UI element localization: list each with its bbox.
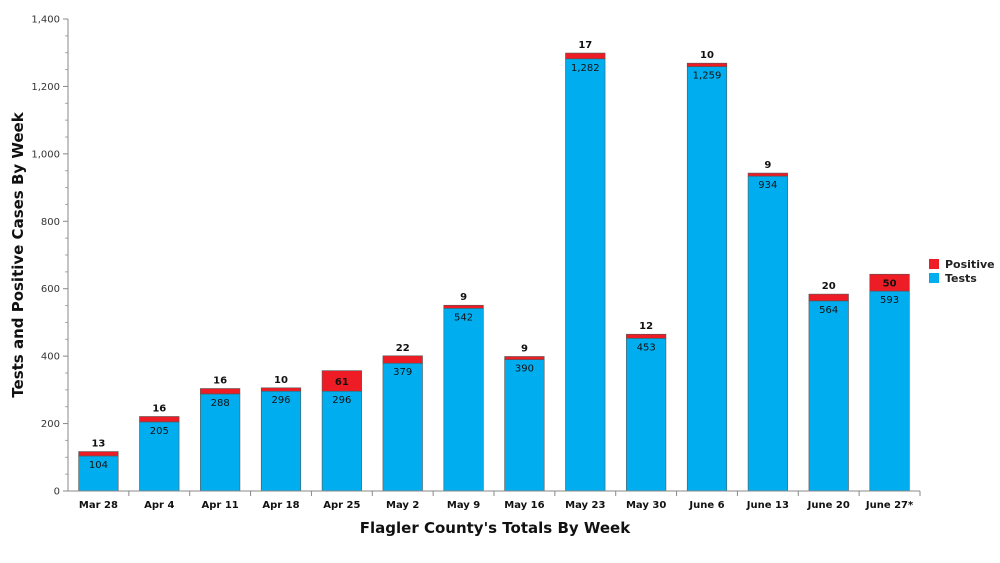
- tests-value-label: 379: [393, 367, 412, 378]
- legend-swatch: [929, 273, 939, 283]
- bar-positive: [443, 304, 484, 309]
- tests-value-label: 296: [332, 395, 351, 406]
- x-axis-title: Flagler County's Totals By Week: [360, 519, 631, 537]
- bar-tests: [139, 421, 180, 492]
- bar-positive: [321, 370, 362, 392]
- tests-value-label: 593: [880, 295, 899, 306]
- x-axis-ticks: Mar 28 Apr 4 Apr 11 Apr 18 Apr 25 May 2 May 9 M…: [79, 491, 921, 511]
- bar-positive: [382, 355, 423, 364]
- bar-positive: [747, 172, 788, 177]
- x-tick-label: May 2: [386, 500, 419, 511]
- x-tick-label: Mar 28: [79, 500, 118, 511]
- y-tick-label: 0: [54, 487, 60, 498]
- bar-tests: [808, 300, 849, 492]
- bar-positive: [78, 451, 119, 457]
- bar-tests: [504, 359, 545, 492]
- x-tick-label: May 30: [626, 500, 666, 511]
- tests-value-label: 542: [454, 312, 473, 323]
- tests-value-label: 1,282: [571, 63, 600, 74]
- tests-value-label: 288: [211, 398, 230, 409]
- bar-tests: [443, 307, 484, 492]
- x-tick-label: Apr 25: [323, 500, 360, 511]
- bar-positive: [869, 273, 910, 292]
- positive-value-label: 13: [91, 439, 105, 450]
- bar-positive: [139, 416, 180, 423]
- bar-positive: [626, 333, 667, 339]
- bar-tests: [200, 393, 241, 492]
- bar-tests: [260, 390, 302, 492]
- tests-value-label: 205: [150, 426, 169, 437]
- bar-tests: [869, 290, 910, 492]
- y-tick-label: 1,200: [31, 82, 60, 93]
- legend-label: Tests: [945, 272, 977, 285]
- y-tick-label: 400: [41, 352, 60, 363]
- bar-positive: [686, 62, 728, 67]
- positive-value-label: 20: [822, 281, 836, 292]
- x-tick-label: June 20: [807, 500, 850, 511]
- bar-tests: [382, 362, 423, 492]
- positive-value-label: 12: [639, 321, 653, 332]
- positive-value-label: 50: [883, 279, 897, 290]
- x-tick-label: May 9: [447, 500, 480, 511]
- y-axis-ticks: 0 200 400 600 800 1,000 1,200 1,400: [31, 15, 68, 498]
- x-tick-label: June 13: [746, 500, 789, 511]
- legend-swatch: [929, 259, 939, 269]
- tests-value-label: 104: [89, 460, 108, 471]
- positive-value-label: 16: [152, 403, 166, 414]
- positive-value-label: 9: [764, 160, 771, 171]
- x-tick-label: May 16: [504, 500, 544, 511]
- y-axis-title: Tests and Positive Cases By Week: [9, 111, 27, 397]
- y-tick-label: 600: [41, 284, 60, 295]
- positive-value-label: 16: [213, 376, 227, 387]
- y-tick-label: 800: [41, 217, 60, 228]
- y-tick-label: 1,400: [31, 15, 60, 26]
- tests-value-label: 453: [637, 342, 656, 353]
- tests-value-label: 296: [271, 395, 290, 406]
- positive-value-label: 22: [396, 343, 410, 354]
- bar-positive: [504, 356, 545, 360]
- x-tick-label: Apr 4: [144, 500, 174, 511]
- bar-tests: [626, 337, 667, 492]
- bar-positive: [260, 387, 302, 392]
- y-tick-label: 200: [41, 419, 60, 430]
- tests-value-label: 390: [515, 364, 534, 375]
- positive-value-label: 10: [700, 50, 714, 61]
- x-tick-label: June 6: [688, 500, 724, 511]
- bar-tests: [686, 66, 728, 492]
- bar-positive: [200, 388, 241, 395]
- x-tick-label: May 23: [565, 500, 605, 511]
- x-tick-label: June 27*: [865, 500, 914, 511]
- bar-positive: [565, 52, 606, 60]
- legend-label: Positive: [945, 258, 995, 271]
- x-tick-label: Apr 11: [202, 500, 239, 511]
- bars: 104 13 205 16 288 16 296 10 296 61 379 22 542 9 390 9 1,…: [78, 40, 910, 492]
- positive-value-label: 9: [460, 292, 467, 303]
- bar-tests: [78, 455, 119, 492]
- tests-value-label: 564: [819, 305, 838, 316]
- bar-tests: [747, 175, 788, 492]
- positive-value-label: 17: [578, 40, 592, 51]
- positive-value-label: 10: [274, 375, 288, 386]
- positive-value-label: 61: [335, 377, 349, 388]
- positive-value-label: 9: [521, 343, 528, 354]
- x-tick-label: Apr 18: [262, 500, 299, 511]
- tests-value-label: 934: [758, 180, 777, 191]
- bar-positive: [808, 293, 849, 302]
- bar-tests: [565, 58, 606, 492]
- tests-value-label: 1,259: [693, 71, 722, 82]
- y-tick-label: 1,000: [31, 149, 60, 160]
